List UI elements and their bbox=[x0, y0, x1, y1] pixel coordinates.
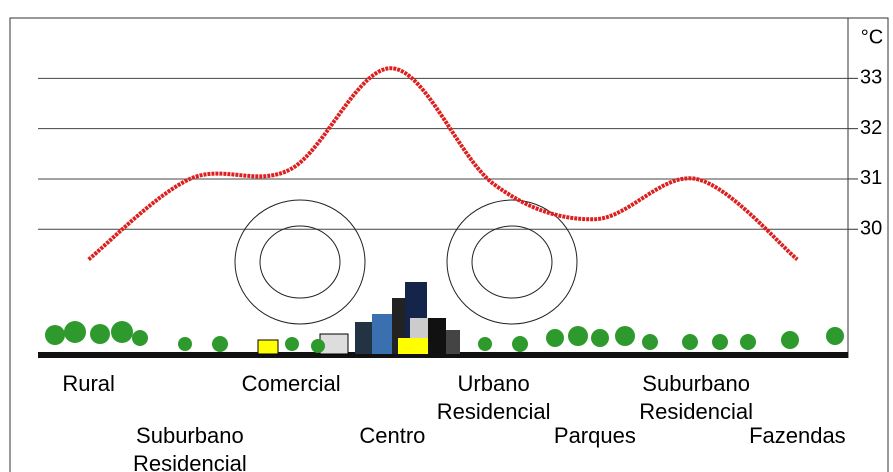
airflow bbox=[234, 199, 578, 325]
category-label: Centro bbox=[359, 423, 426, 448]
y-axis-label: °C bbox=[861, 26, 883, 48]
y-tick-label: 32 bbox=[860, 117, 882, 139]
y-tick-label: 33 bbox=[860, 67, 882, 89]
y-tick-label: 31 bbox=[860, 167, 882, 189]
category-label: Suburbano Residencial bbox=[639, 371, 753, 424]
category-label: Comercial bbox=[241, 371, 341, 396]
category-label: Urbano Residencial bbox=[436, 371, 551, 424]
category-label: Parques bbox=[553, 423, 636, 448]
frame bbox=[9, 17, 889, 472]
temperature-line bbox=[87, 66, 799, 261]
category-label: Rural bbox=[62, 371, 115, 396]
skyline bbox=[38, 282, 848, 358]
category-label: Fazendas bbox=[749, 423, 846, 448]
category-label: Suburbano Residencial bbox=[133, 423, 247, 472]
y-tick-label: 30 bbox=[860, 218, 882, 240]
